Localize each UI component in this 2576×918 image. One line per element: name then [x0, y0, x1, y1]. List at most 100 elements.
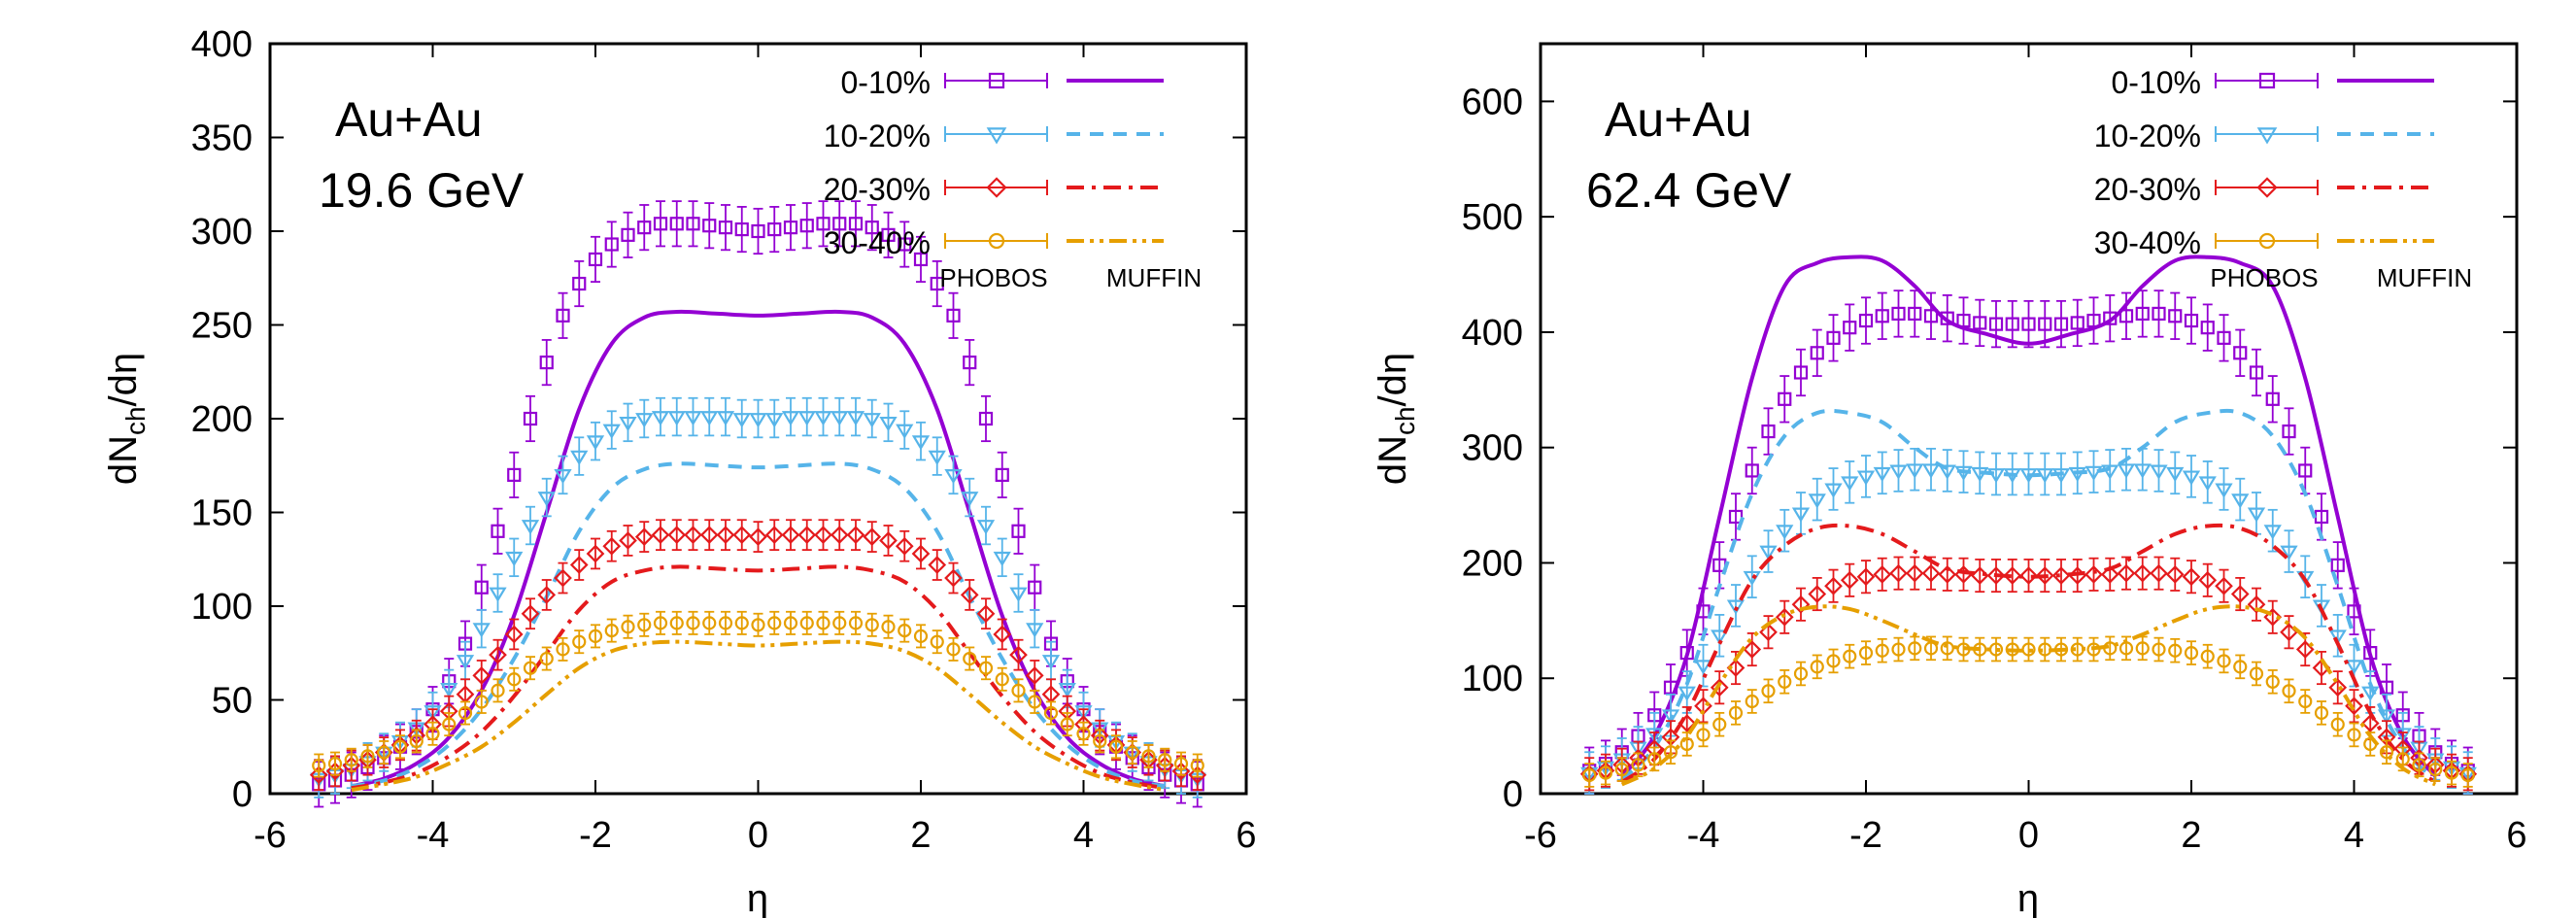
- y-tick-label: 300: [191, 212, 253, 253]
- annotation-system: Au+Au: [1605, 92, 1752, 147]
- legend-marker: [2258, 72, 2276, 89]
- y-tick-label: 100: [191, 587, 253, 628]
- data-point: [2249, 666, 2264, 681]
- model-curve: [351, 461, 1166, 789]
- data-point: [424, 705, 442, 721]
- data-point: [2198, 476, 2217, 492]
- model-curve: [1620, 604, 2437, 787]
- y-tick-label: 400: [1462, 313, 1523, 354]
- data-point: [2168, 643, 2183, 658]
- model-curve: [1620, 523, 2437, 784]
- data-point: [930, 634, 944, 649]
- data-point: [913, 252, 929, 267]
- x-tick-label: 6: [2506, 815, 2526, 856]
- legend-label: 10-20%: [824, 119, 931, 153]
- data-point: [2328, 629, 2347, 645]
- data-point: [1776, 525, 1794, 540]
- data-point: [472, 666, 491, 685]
- data-point: [2038, 317, 2052, 331]
- data-point: [879, 531, 898, 550]
- data-point: [1973, 316, 1987, 330]
- data-point: [1093, 733, 1107, 749]
- data-point: [1728, 705, 1744, 720]
- data-point: [1905, 563, 1924, 583]
- data-point: [1711, 629, 1729, 645]
- data-point: [474, 695, 489, 709]
- legend: 0-10% 10-20% 20-30% 30-40% PHOBOS MUFFIN: [824, 65, 1202, 292]
- data-point: [2150, 464, 2168, 480]
- data-point: [1873, 564, 1892, 584]
- data-point: [602, 536, 622, 556]
- data-point: [2166, 466, 2185, 483]
- data-point: [1841, 476, 1859, 492]
- axis-ticks: -6 -4 -2 0 2 4 6 0 100 200 300 400 500 600: [1462, 44, 2527, 856]
- data-point: [392, 739, 408, 754]
- data-point: [978, 661, 994, 675]
- data-point: [702, 616, 717, 630]
- model-curve: [1620, 255, 2437, 778]
- data-point: [651, 411, 670, 426]
- x-tick-label: 4: [2344, 815, 2364, 856]
- data-point: [491, 524, 505, 538]
- y-tick-label: 150: [191, 493, 253, 534]
- legend-marker: [986, 177, 1007, 198]
- legend-label: 20-30%: [2094, 172, 2201, 207]
- data-point: [604, 623, 619, 638]
- data-point: [539, 356, 554, 370]
- x-axis-label: η: [2017, 877, 2039, 918]
- data-point: [830, 411, 849, 426]
- data-point: [913, 629, 929, 643]
- data-point: [1824, 483, 1843, 498]
- data-point: [781, 526, 800, 545]
- data-point: [814, 526, 832, 545]
- y-tick-label: 300: [1462, 428, 1523, 469]
- data-point: [523, 661, 538, 675]
- data-point: [976, 604, 996, 624]
- x-tick-label: 4: [1073, 815, 1094, 856]
- data-point: [1889, 464, 1908, 480]
- data-point: [879, 416, 898, 432]
- data-point: [1060, 717, 1074, 731]
- data-point: [472, 623, 491, 638]
- data-point: [2233, 346, 2248, 360]
- legend-label: 30-40%: [824, 225, 931, 260]
- data-point: [344, 753, 358, 767]
- data-point: [1041, 655, 1061, 670]
- data-point: [749, 527, 767, 546]
- data-point: [799, 616, 814, 630]
- data-point: [1026, 623, 1044, 638]
- legend: 0-10% 10-20% 20-30% 30-40% PHOBOS MUFFIN: [2094, 65, 2472, 292]
- data-point: [1810, 346, 1824, 360]
- data-point: [1761, 424, 1776, 439]
- data-point: [1906, 463, 1924, 479]
- data-point: [2184, 313, 2199, 328]
- data-point: [1745, 694, 1759, 709]
- data-point: [1759, 545, 1778, 561]
- data-point: [816, 616, 830, 630]
- data-point: [2330, 717, 2345, 731]
- data-point: [602, 424, 621, 439]
- data-point: [2345, 660, 2363, 675]
- y-tick-label: 0: [232, 774, 253, 815]
- data-point: [504, 625, 524, 644]
- data-point: [2152, 642, 2166, 657]
- y-tick-label: 200: [191, 399, 253, 440]
- data-point: [2003, 566, 2022, 585]
- legend-footer-model: MUFFIN: [2377, 263, 2472, 292]
- data-point: [312, 758, 326, 773]
- data-point: [651, 526, 670, 545]
- annotation-system: Au+Au: [335, 92, 483, 147]
- data-point: [1808, 493, 1826, 509]
- data-point: [1743, 640, 1762, 659]
- data-point: [586, 435, 605, 451]
- y-axis-label-tail: /dη: [102, 353, 145, 407]
- data-point: [2247, 595, 2266, 614]
- data-point: [2085, 564, 2103, 584]
- legend-label: 10-20%: [2094, 119, 2201, 153]
- data-point: [911, 544, 931, 563]
- data-point: [409, 733, 424, 749]
- data-point: [1678, 686, 1696, 701]
- data-point: [572, 276, 587, 291]
- data-point: [2019, 566, 2038, 585]
- data-point: [963, 651, 977, 666]
